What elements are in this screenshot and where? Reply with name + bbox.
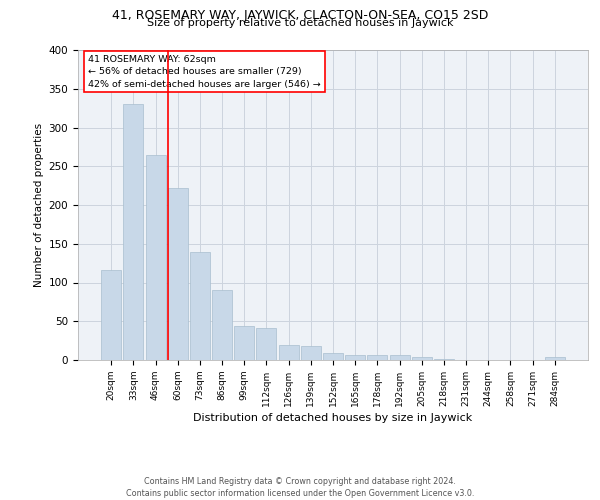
Bar [412,357,432,360]
Bar [389,356,410,360]
Text: Size of property relative to detached houses in Jaywick: Size of property relative to detached ho… [147,18,453,28]
Bar [434,359,454,360]
Bar [367,356,388,360]
Bar [278,346,299,360]
Bar [545,357,565,360]
Y-axis label: Number of detached properties: Number of detached properties [34,123,44,287]
Bar [146,154,166,360]
Text: 41, ROSEMARY WAY, JAYWICK, CLACTON-ON-SEA, CO15 2SD: 41, ROSEMARY WAY, JAYWICK, CLACTON-ON-SE… [112,9,488,22]
Bar [101,270,121,360]
Bar [345,354,365,360]
X-axis label: Distribution of detached houses by size in Jaywick: Distribution of detached houses by size … [193,413,473,423]
Bar [301,346,321,360]
Bar [124,104,143,360]
Text: Contains HM Land Registry data © Crown copyright and database right 2024.
Contai: Contains HM Land Registry data © Crown c… [126,476,474,498]
Bar [256,328,277,360]
Bar [168,188,188,360]
Bar [323,353,343,360]
Text: 41 ROSEMARY WAY: 62sqm
← 56% of detached houses are smaller (729)
42% of semi-de: 41 ROSEMARY WAY: 62sqm ← 56% of detached… [88,54,321,88]
Bar [234,326,254,360]
Bar [212,290,232,360]
Bar [190,252,210,360]
